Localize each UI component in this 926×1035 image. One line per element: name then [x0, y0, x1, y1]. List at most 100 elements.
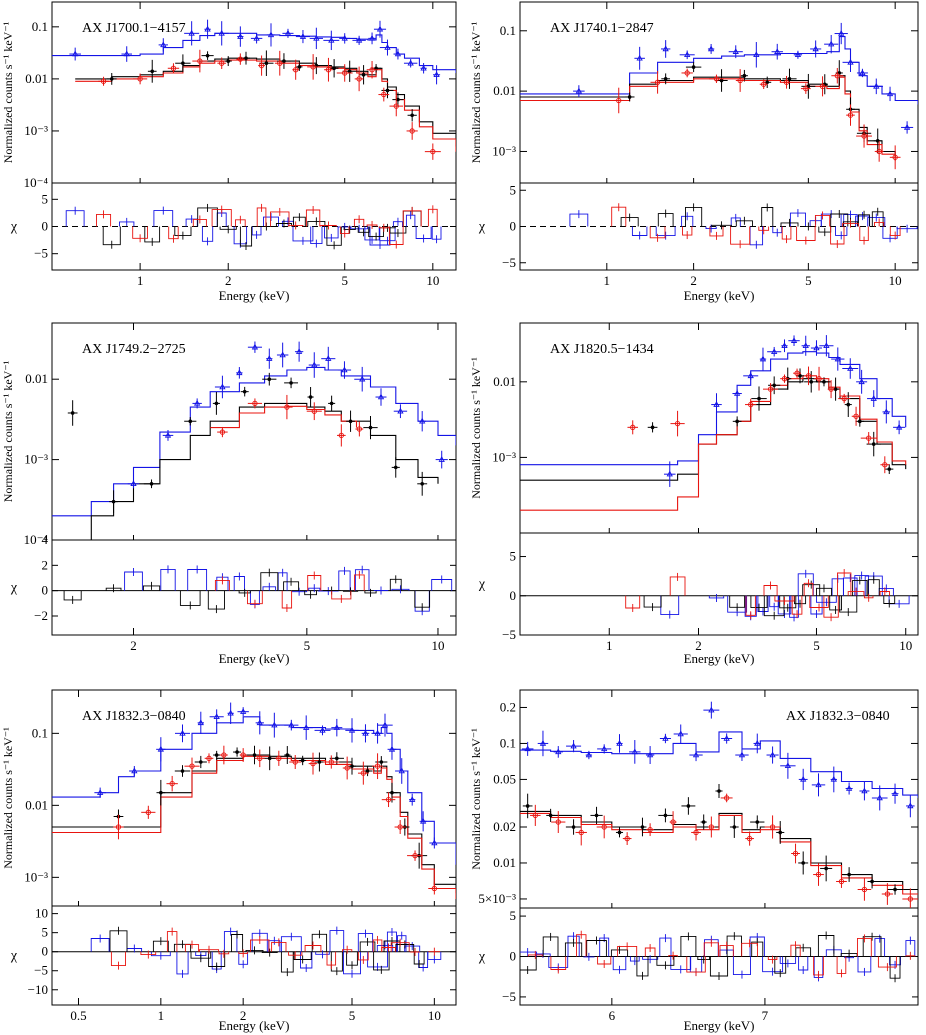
data-point-marker — [137, 76, 143, 82]
data-point-marker — [256, 719, 263, 726]
data-point-marker — [647, 827, 653, 833]
data-point-marker — [271, 721, 278, 728]
data-point-marker — [72, 50, 79, 57]
data-point-marker — [252, 753, 257, 757]
y-axis-label: Normalized counts s⁻¹ keV⁻¹ — [469, 357, 483, 499]
data-point-marker — [525, 804, 530, 808]
data-point-marker — [707, 45, 715, 52]
data-point-marker — [419, 817, 427, 824]
data-point-marker — [329, 401, 334, 406]
x-tick-label: 6 — [609, 1008, 616, 1023]
data-point-marker — [781, 342, 788, 349]
data-point-marker — [300, 758, 305, 763]
data-point-marker — [691, 65, 696, 69]
data-point-marker — [240, 708, 247, 714]
data-point-marker — [884, 891, 891, 897]
data-point-marker — [594, 813, 599, 818]
y-tick-label: 10⁻⁴ — [24, 532, 49, 547]
data-point-marker — [292, 759, 298, 765]
residual-frame — [51, 539, 457, 636]
y-tick-label: 0.1 — [32, 19, 48, 34]
y-tick-label: 0.1 — [500, 23, 516, 38]
data-point-marker — [891, 790, 899, 796]
residual-tick-label: −5 — [34, 246, 48, 261]
data-point-marker — [199, 760, 203, 764]
panel-p4: 0.01 10⁻³ 5 0 −5 1 2 5 10 Normalized counts s⁻¹ k… — [469, 322, 919, 666]
x-tick-label: 5 — [813, 638, 820, 653]
data-point-marker — [348, 419, 353, 424]
data-point-marker — [784, 762, 792, 769]
data-point-marker — [308, 395, 313, 399]
data-point-marker — [859, 69, 866, 76]
data-point-marker — [666, 470, 673, 477]
data-point-marker — [355, 36, 363, 43]
data-point-marker — [847, 58, 854, 65]
residual-frame — [51, 905, 457, 1006]
x-tick-label: 5 — [304, 638, 311, 653]
data-point-marker — [783, 79, 790, 85]
y-tick-label: 10⁻³ — [24, 452, 48, 467]
data-point-marker — [838, 30, 845, 36]
y-tick-label: 0.02 — [493, 819, 516, 834]
data-point-marker — [769, 751, 776, 758]
data-point-marker — [381, 721, 389, 728]
data-point-marker — [111, 499, 116, 504]
data-point-marker — [815, 781, 822, 788]
y-tick-label: 0.01 — [493, 855, 516, 870]
y-tick-label: 0.1 — [32, 725, 48, 740]
data-point-marker — [419, 417, 426, 424]
data-point-marker — [379, 760, 384, 764]
residual-tick-label: 5 — [510, 908, 517, 923]
data-point-marker — [289, 381, 293, 385]
data-point-marker — [732, 825, 737, 829]
residual-area — [90, 926, 442, 978]
data-point-marker — [180, 769, 185, 773]
data-point-marker — [70, 411, 75, 415]
data-point-marker — [385, 88, 390, 93]
data-point-marker — [385, 796, 392, 803]
spectrum-area — [520, 22, 918, 170]
data-point-marker — [636, 54, 643, 61]
residual-area — [569, 203, 918, 249]
data-point-marker — [276, 755, 282, 761]
x-tick-label: 2 — [695, 638, 702, 653]
x-tick-label: 5 — [805, 273, 812, 288]
x-axis-label: Energy (keV) — [684, 1018, 755, 1033]
data-point-marker — [341, 34, 348, 41]
data-point-marker — [179, 729, 186, 736]
data-point-marker — [407, 59, 414, 66]
residual-tick-label: 0 — [42, 219, 49, 234]
data-point-marker — [650, 425, 655, 430]
data-point-marker — [670, 819, 676, 825]
residual-tick-label: −2 — [34, 608, 48, 623]
data-point-marker — [876, 794, 883, 801]
data-point-marker — [803, 85, 809, 92]
data-point-marker — [755, 820, 760, 824]
data-point-marker — [164, 431, 172, 438]
residual-axis-label: χ — [10, 220, 18, 235]
data-point-marker — [333, 724, 340, 730]
data-point-marker — [838, 878, 845, 885]
data-point-marker — [169, 781, 175, 787]
data-point-marker — [277, 60, 283, 66]
data-point-marker — [575, 87, 583, 94]
data-point-marker — [828, 386, 834, 392]
x-tick-label: 10 — [889, 273, 902, 288]
y-tick-label: 0.1 — [500, 735, 516, 750]
data-point-marker — [188, 419, 193, 424]
residual-area — [625, 569, 910, 622]
x-tick-label: 10 — [899, 638, 912, 653]
data-point-marker — [390, 790, 394, 795]
data-point-marker — [742, 73, 747, 78]
data-point-marker — [847, 364, 854, 371]
data-point-marker — [258, 62, 265, 69]
residual-tick-label: 10 — [35, 906, 48, 921]
residual-axis-label: χ — [10, 949, 18, 964]
data-point-marker — [767, 386, 774, 392]
data-point-marker — [733, 389, 741, 396]
data-point-marker — [887, 467, 892, 471]
data-point-marker — [907, 802, 914, 809]
data-point-marker — [328, 759, 334, 765]
data-point-marker — [297, 65, 302, 69]
data-point-marker — [369, 67, 375, 73]
